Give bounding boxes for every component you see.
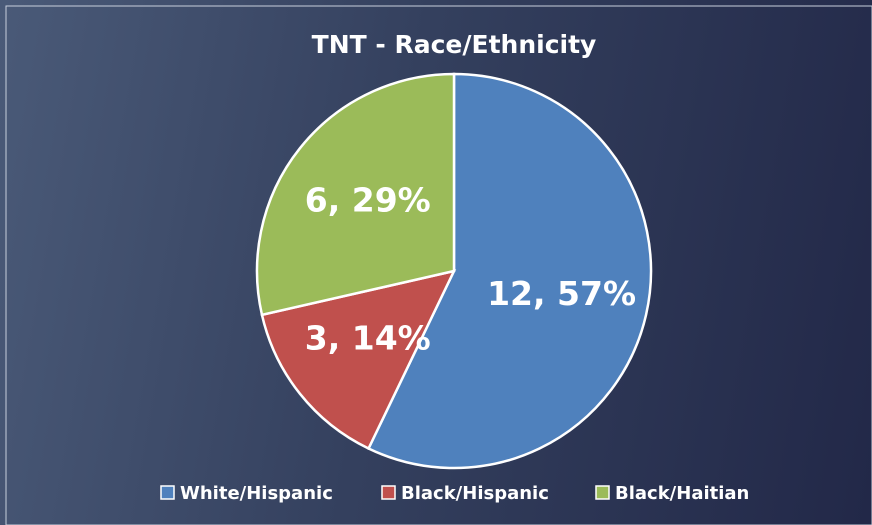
chart-title: TNT - Race/Ethnicity [312, 30, 597, 59]
legend-label: Black/Hispanic [401, 483, 549, 504]
pie-slice [366, 72, 653, 470]
data-label: 6, 29% [305, 181, 431, 220]
legend-swatch [381, 485, 396, 500]
legend-label: Black/Haitian [615, 483, 749, 504]
pie-slice [255, 72, 456, 317]
legend-swatch [160, 485, 175, 500]
data-label: 3, 14% [305, 318, 431, 357]
chart-border [5, 5, 872, 525]
data-label: 12, 57% [487, 274, 636, 313]
legend-swatch [595, 485, 610, 500]
pie-slice [260, 269, 457, 451]
legend-label: White/Hispanic [180, 483, 333, 504]
